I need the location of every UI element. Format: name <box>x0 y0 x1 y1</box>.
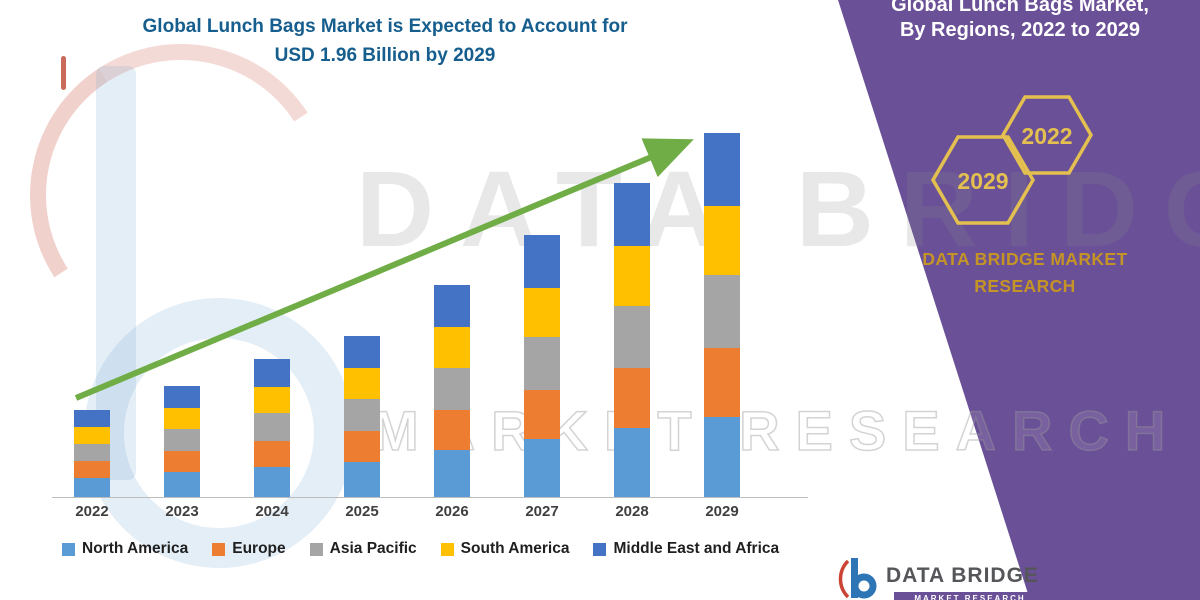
footer-logo-subtitle: MARKET RESEARCH <box>894 592 1046 600</box>
bar-segment-middle-east-and-africa-2029 <box>704 133 740 206</box>
bar-segment-asia-pacific-2022 <box>74 443 110 462</box>
legend-item-middle-east-and-africa: Middle East and Africa <box>593 540 779 558</box>
bar-segment-middle-east-and-africa-2024 <box>254 359 290 387</box>
bar-segment-asia-pacific-2029 <box>704 275 740 348</box>
bar-segment-north-america-2022 <box>74 477 110 497</box>
x-axis-label-2022: 2022 <box>75 503 109 520</box>
footer-logo-name: DATA BRIDGE <box>886 564 1039 587</box>
footer-logo: DATA BRIDGE MARKET RESEARCH <box>838 556 1088 600</box>
x-axis-line <box>52 497 808 498</box>
bar-segment-europe-2023 <box>164 451 200 473</box>
bar-segment-north-america-2026 <box>434 450 470 497</box>
bar-segment-north-america-2024 <box>254 466 290 497</box>
legend-swatch-south-america <box>440 542 454 556</box>
footer-logo-b-icon <box>838 558 877 599</box>
bar-segment-europe-2026 <box>434 410 470 451</box>
x-axis-label-2027: 2027 <box>525 503 559 520</box>
bar-segment-middle-east-and-africa-2027 <box>524 235 560 288</box>
x-axis-label-2028: 2028 <box>615 503 649 520</box>
bar-segment-south-america-2028 <box>614 245 650 306</box>
legend-item-europe: Europe <box>212 540 286 558</box>
legend-swatch-north-america <box>62 542 75 556</box>
legend-item-south-america: South America <box>440 540 570 558</box>
legend-swatch-europe <box>212 542 226 556</box>
bar-segment-asia-pacific-2024 <box>254 413 290 441</box>
bar-segment-north-america-2029 <box>704 416 740 497</box>
legend-label-north-america: North America <box>82 540 189 557</box>
bar-segment-north-america-2027 <box>524 439 560 497</box>
bar-segment-middle-east-and-africa-2026 <box>434 285 470 328</box>
bar-segment-middle-east-and-africa-2028 <box>614 183 650 246</box>
bar-segment-south-america-2023 <box>164 407 200 429</box>
legend-label-middle-east-and-africa: Middle East and Africa <box>613 540 780 557</box>
legend-item-asia-pacific: Asia Pacific <box>309 540 417 558</box>
x-axis-label-2024: 2024 <box>255 503 289 520</box>
bar-segment-south-america-2026 <box>434 327 470 368</box>
legend-item-north-america: North America <box>62 540 188 558</box>
bar-segment-north-america-2023 <box>164 472 200 497</box>
bar-segment-europe-2024 <box>254 440 290 467</box>
watermark-text-market-research: MARKET RESEARCH <box>371 398 1182 463</box>
watermark-logo-red-dash <box>61 56 66 90</box>
bar-segment-asia-pacific-2025 <box>344 398 380 431</box>
bar-segment-asia-pacific-2023 <box>164 429 200 452</box>
x-axis-label-2029: 2029 <box>705 503 739 520</box>
legend-swatch-middle-east-and-africa <box>593 542 607 556</box>
bar-segment-middle-east-and-africa-2025 <box>344 335 380 368</box>
bar-segment-europe-2022 <box>74 461 110 478</box>
chart-title-line2: USD 1.96 Billion by 2029 <box>274 45 496 66</box>
chart-title-line1: Global Lunch Bags Market is Expected to … <box>142 16 628 37</box>
bar-segment-south-america-2022 <box>74 427 110 444</box>
legend-label-south-america: South America <box>460 540 570 557</box>
bar-segment-south-america-2025 <box>344 367 380 399</box>
legend-label-europe: Europe <box>232 540 286 557</box>
bar-segment-south-america-2024 <box>254 386 290 414</box>
bar-segment-asia-pacific-2026 <box>434 367 470 411</box>
bar-segment-middle-east-and-africa-2022 <box>74 409 110 428</box>
x-axis-label-2025: 2025 <box>345 503 379 520</box>
bar-segment-europe-2027 <box>524 389 560 440</box>
chart-title: Global Lunch Bags Market is Expected to … <box>65 12 705 70</box>
bar-segment-asia-pacific-2027 <box>524 337 560 390</box>
bar-segment-north-america-2028 <box>614 427 650 497</box>
x-axis-label-2026: 2026 <box>435 503 469 520</box>
chart-legend: North America Europe Asia Pacific South Ame… <box>62 540 779 558</box>
legend-swatch-asia-pacific <box>309 542 323 556</box>
x-axis-label-2023: 2023 <box>165 503 199 520</box>
bar-segment-europe-2028 <box>614 368 650 428</box>
bar-segment-south-america-2027 <box>524 287 560 338</box>
bar-segment-south-america-2029 <box>704 205 740 276</box>
bar-segment-europe-2025 <box>344 430 380 462</box>
bar-segment-europe-2029 <box>704 347 740 417</box>
legend-label-asia-pacific: Asia Pacific <box>329 540 417 557</box>
bar-segment-north-america-2025 <box>344 461 380 497</box>
bar-segment-middle-east-and-africa-2023 <box>164 385 200 408</box>
bar-segment-asia-pacific-2028 <box>614 305 650 369</box>
